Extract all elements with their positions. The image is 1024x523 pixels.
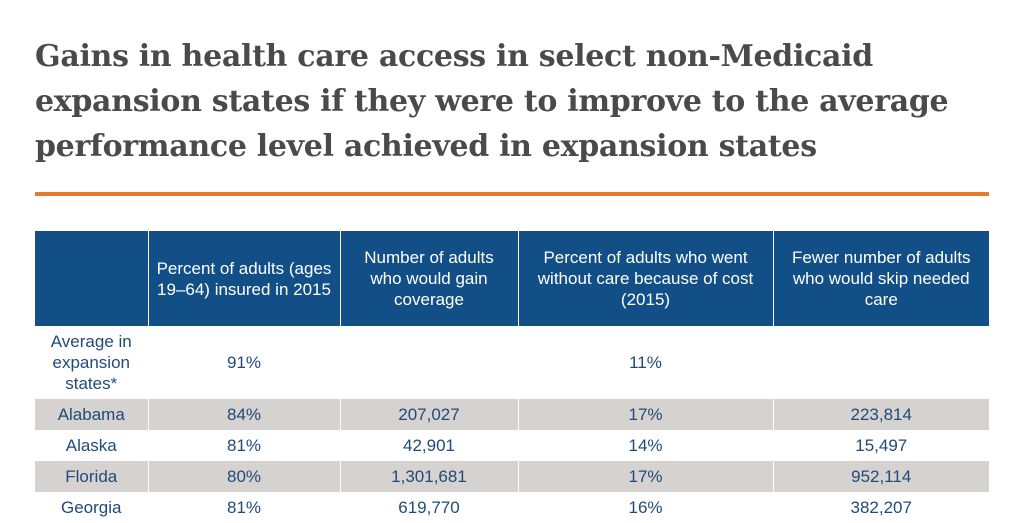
cell-state: Alaska — [65, 436, 117, 455]
cell-percent-without-care: 14% — [517, 430, 773, 461]
cell-fewer-skip-care: 223,814 — [772, 399, 989, 430]
cell-state: Georgia — [61, 498, 122, 517]
cell-percent-without-care: 17% — [517, 399, 773, 430]
cell-gain-coverage: 619,770 — [339, 492, 518, 523]
header-fewer-skip-care: Fewer number of adults who would skip ne… — [772, 231, 989, 326]
cell-fewer-skip-care: 15,497 — [772, 430, 989, 461]
title-divider — [35, 192, 989, 196]
table-row: Georgia 81% 619,770 16% 382,207 — [35, 492, 989, 523]
cell-gain-coverage: 207,027 — [339, 399, 518, 430]
cell-state: Alabama — [35, 399, 148, 430]
table-row: Alaska 81% 42,901 14% 15,497 — [35, 430, 989, 461]
cell-state: Average in expansion states* — [50, 332, 132, 393]
cell-percent-insured: 81% — [147, 492, 340, 523]
cell-percent-without-care: 17% — [517, 461, 773, 492]
table-row: Florida 80% 1,301,681 17% 952,114 — [35, 461, 989, 492]
cell-gain-coverage — [339, 326, 518, 399]
cell-state: Florida — [35, 461, 148, 492]
data-table: Percent of adults (ages 19–64) insured i… — [35, 231, 989, 523]
cell-fewer-skip-care: 382,207 — [772, 492, 989, 523]
cell-percent-insured: 91% — [147, 326, 340, 399]
page-title: Gains in health care access in select no… — [35, 39, 949, 164]
table-row: Alabama 84% 207,027 17% 223,814 — [35, 399, 989, 430]
header-state — [35, 231, 148, 326]
cell-gain-coverage: 1,301,681 — [339, 461, 518, 492]
cell-percent-without-care: 11% — [517, 326, 773, 399]
table-header-row: Percent of adults (ages 19–64) insured i… — [35, 231, 989, 326]
cell-percent-insured: 84% — [147, 399, 340, 430]
cell-percent-insured: 80% — [147, 461, 340, 492]
cell-gain-coverage: 42,901 — [339, 430, 518, 461]
cell-fewer-skip-care — [772, 326, 989, 399]
cell-fewer-skip-care: 952,114 — [772, 461, 989, 492]
cell-percent-without-care: 16% — [517, 492, 773, 523]
cell-percent-insured: 81% — [147, 430, 340, 461]
header-gain-coverage: Number of adults who would gain coverage — [339, 231, 518, 326]
header-percent-without-care: Percent of adults who went without care … — [517, 231, 773, 326]
header-percent-insured: Percent of adults (ages 19–64) insured i… — [147, 231, 340, 326]
table-row: Average in expansion states* 91% 11% — [35, 326, 989, 399]
